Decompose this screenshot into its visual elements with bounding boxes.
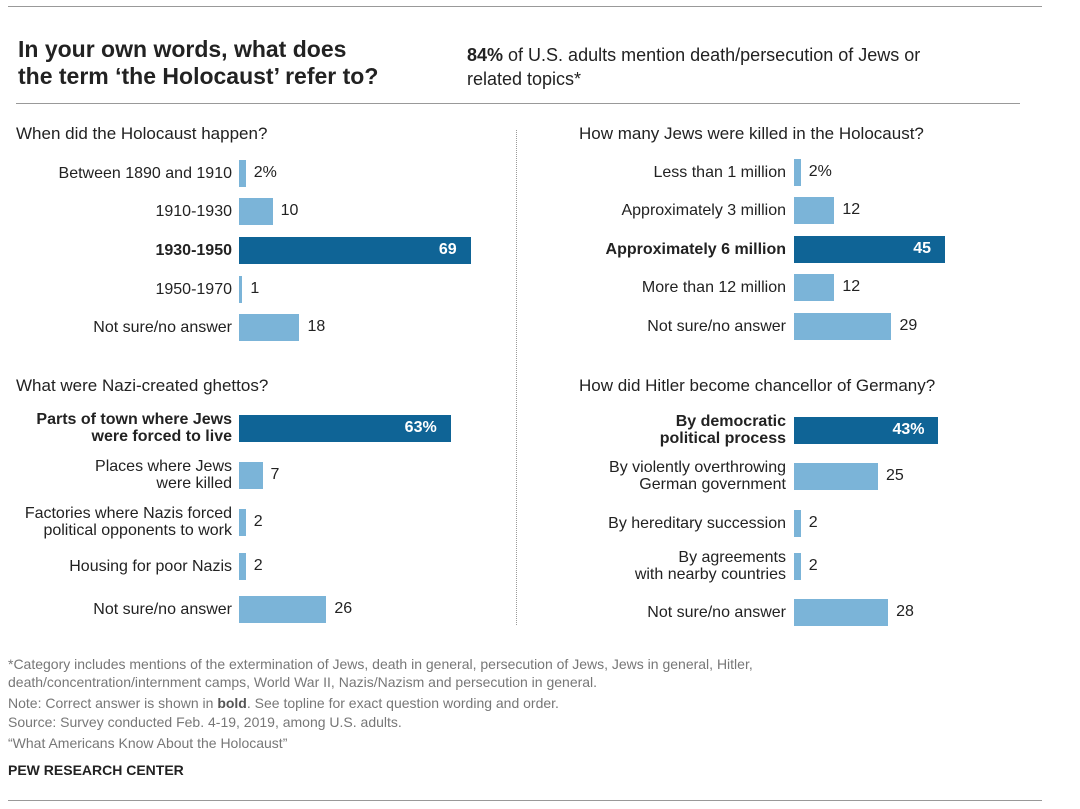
- bottom-rule: [8, 800, 1042, 801]
- category-label: By democratic political process: [659, 413, 786, 447]
- category-label: Not sure/no answer: [93, 600, 232, 618]
- bar: [794, 462, 878, 490]
- value-label: 2%: [253, 164, 277, 181]
- category-label: Not sure/no answer: [647, 317, 786, 335]
- value-label: 12: [842, 278, 861, 295]
- category-label: 1910-1930: [155, 202, 232, 220]
- category-label: Not sure/no answer: [93, 318, 232, 336]
- bar: [239, 461, 263, 489]
- source: Source: Survey conducted Feb. 4-19, 2019…: [8, 714, 402, 730]
- value-label: 43%: [892, 421, 925, 438]
- category-label: Approximately 3 million: [621, 201, 786, 219]
- bar: [239, 595, 327, 623]
- category-label: Less than 1 million: [653, 163, 786, 181]
- value-label: 7: [270, 466, 280, 483]
- footnote: *Category includes mentions of the exter…: [8, 656, 753, 690]
- value-label: 45: [913, 240, 931, 257]
- divider: [516, 130, 517, 625]
- category-label: 1930-1950: [155, 241, 232, 259]
- subtitle-text: of U.S. adults mention death/persecution…: [467, 45, 921, 89]
- category-label: By violently overthrowing German governm…: [609, 459, 786, 493]
- header-rule: [16, 103, 1020, 104]
- category-label: By agreements with nearby countries: [634, 549, 786, 583]
- panel-title: How many Jews were killed in the Holocau…: [579, 124, 924, 143]
- note-text: . See topline for exact question wording…: [246, 695, 559, 711]
- category-label: Approximately 6 million: [605, 240, 786, 258]
- category-label: Parts of town where Jews were forced to …: [36, 411, 232, 445]
- bar: [239, 508, 246, 536]
- note-bold: bold: [217, 695, 247, 711]
- bar: [794, 552, 801, 580]
- title: In your own words, what does the term ‘t…: [18, 36, 379, 89]
- value-label: 26: [334, 600, 353, 617]
- category-label: By hereditary succession: [608, 514, 786, 532]
- bar: [239, 159, 246, 187]
- category-label: Not sure/no answer: [647, 603, 786, 621]
- value-label: 2: [808, 557, 818, 574]
- value-label: 25: [886, 467, 904, 484]
- bar: [794, 158, 801, 186]
- bar: [794, 416, 939, 444]
- report-title: “What Americans Know About the Holocaust…: [8, 735, 288, 751]
- category-label: 1950-1970: [155, 280, 232, 298]
- bar: [794, 312, 892, 340]
- top-rule: [8, 6, 1042, 7]
- category-label: Places where Jews were killed: [95, 458, 232, 492]
- panel-title: How did Hitler become chancellor of Germ…: [579, 376, 936, 395]
- bar: [239, 197, 273, 225]
- value-label: 18: [307, 318, 326, 335]
- bar: [794, 196, 835, 224]
- value-label: 12: [842, 201, 861, 218]
- brand: PEW RESEARCH CENTER: [8, 762, 184, 778]
- note-text: Note: Correct answer is shown in: [8, 695, 218, 711]
- subtitle-highlight: 84%: [467, 45, 504, 65]
- value-label: 2: [808, 514, 818, 531]
- value-label: 69: [438, 241, 457, 258]
- value-label: 2: [253, 513, 263, 530]
- value-label: 28: [896, 603, 914, 620]
- bar: [239, 313, 300, 341]
- bar: [794, 273, 835, 301]
- bar: [239, 414, 451, 442]
- category-label: More than 12 million: [641, 278, 786, 296]
- category-label: Housing for poor Nazis: [69, 557, 232, 575]
- value-label: 2: [253, 557, 263, 574]
- panel-title: What were Nazi-created ghettos?: [16, 376, 269, 395]
- panel-title: When did the Holocaust happen?: [16, 124, 268, 143]
- value-label: 2%: [808, 163, 832, 180]
- bar: [794, 509, 801, 537]
- bar: [239, 275, 243, 303]
- bar: [794, 598, 889, 626]
- category-label: Between 1890 and 1910: [58, 164, 232, 182]
- subtitle: 84% of U.S. adults mention death/persecu…: [467, 43, 937, 91]
- category-label: Factories where Nazis forced political o…: [24, 505, 232, 539]
- bar: [239, 236, 471, 264]
- value-label: 10: [280, 202, 299, 219]
- bar: [239, 552, 246, 580]
- bar: [794, 235, 946, 263]
- value-label: 63%: [404, 419, 437, 436]
- value-label: 1: [250, 280, 260, 297]
- note: Note: Correct answer is shown in bold. S…: [8, 694, 559, 712]
- value-label: 29: [899, 317, 918, 334]
